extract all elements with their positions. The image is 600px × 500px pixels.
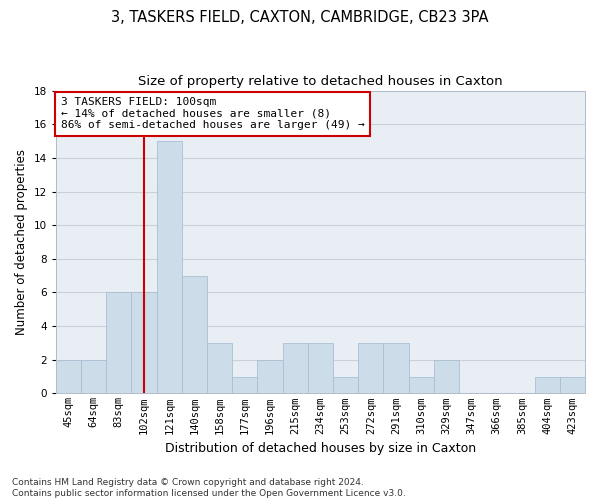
Bar	[232, 376, 257, 394]
Bar	[131, 292, 157, 394]
X-axis label: Distribution of detached houses by size in Caxton: Distribution of detached houses by size …	[165, 442, 476, 455]
Bar	[409, 376, 434, 394]
Bar	[535, 376, 560, 394]
Bar	[333, 376, 358, 394]
Bar	[283, 343, 308, 394]
Bar	[560, 376, 585, 394]
Bar	[308, 343, 333, 394]
Bar	[358, 343, 383, 394]
Bar	[207, 343, 232, 394]
Bar	[81, 360, 106, 394]
Y-axis label: Number of detached properties: Number of detached properties	[15, 149, 28, 335]
Title: Size of property relative to detached houses in Caxton: Size of property relative to detached ho…	[138, 75, 503, 88]
Bar	[157, 141, 182, 394]
Bar	[56, 360, 81, 394]
Bar	[106, 292, 131, 394]
Text: 3, TASKERS FIELD, CAXTON, CAMBRIDGE, CB23 3PA: 3, TASKERS FIELD, CAXTON, CAMBRIDGE, CB2…	[111, 10, 489, 25]
Text: 3 TASKERS FIELD: 100sqm
← 14% of detached houses are smaller (8)
86% of semi-det: 3 TASKERS FIELD: 100sqm ← 14% of detache…	[61, 98, 365, 130]
Text: Contains HM Land Registry data © Crown copyright and database right 2024.
Contai: Contains HM Land Registry data © Crown c…	[12, 478, 406, 498]
Bar	[383, 343, 409, 394]
Bar	[182, 276, 207, 394]
Bar	[434, 360, 459, 394]
Bar	[257, 360, 283, 394]
